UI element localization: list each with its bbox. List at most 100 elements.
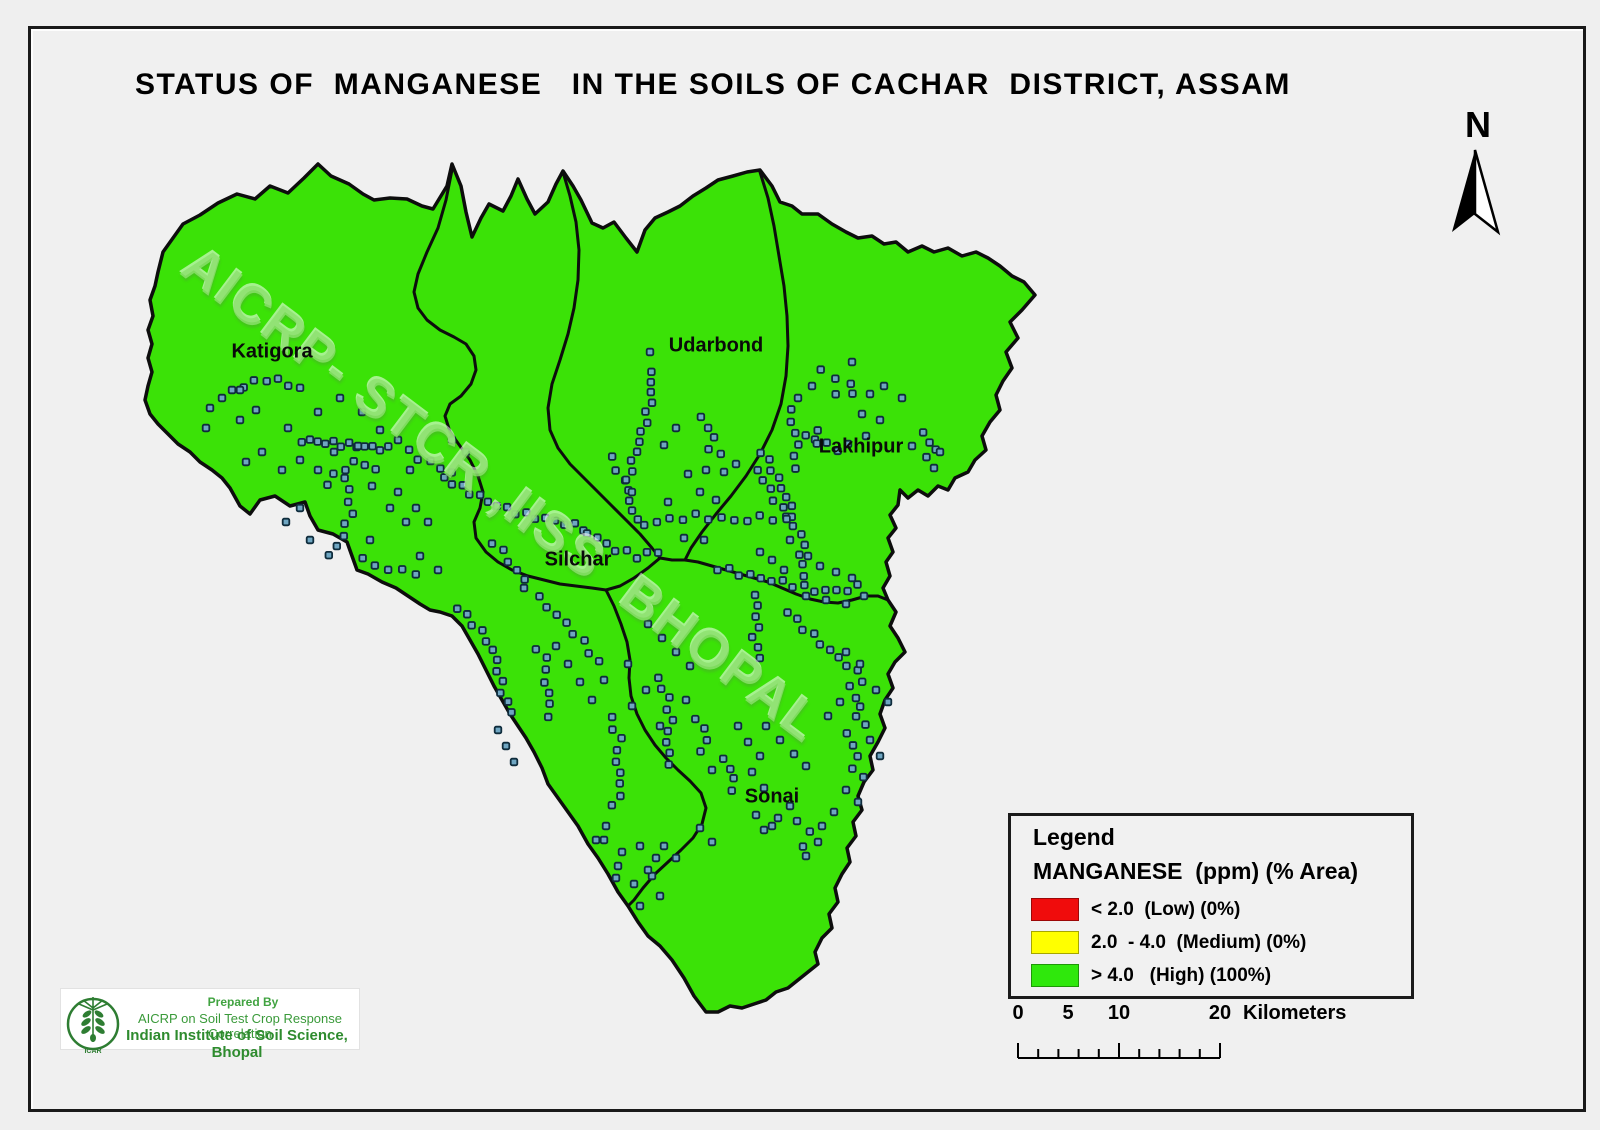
soil-sample-point xyxy=(360,460,369,470)
soil-sample-point xyxy=(781,492,791,502)
soil-sample-point xyxy=(841,647,851,657)
soil-sample-point xyxy=(368,442,377,451)
soil-sample-point xyxy=(696,747,705,756)
soil-sample-point xyxy=(925,438,934,447)
soil-sample-point xyxy=(753,643,763,652)
soil-sample-point xyxy=(522,508,531,517)
soil-sample-point xyxy=(753,465,762,475)
soil-sample-point xyxy=(277,465,287,475)
sample-points xyxy=(201,347,945,911)
soil-sample-point xyxy=(607,801,617,810)
soil-sample-point xyxy=(791,464,800,473)
soil-sample-point xyxy=(627,487,637,497)
soil-sample-point xyxy=(612,746,622,755)
soil-sample-point xyxy=(794,440,803,449)
scale-label: 20 xyxy=(1208,1002,1232,1024)
soil-sample-point xyxy=(810,587,819,596)
soil-sample-point xyxy=(755,547,765,557)
soil-sample-point xyxy=(635,901,645,911)
soil-sample-point xyxy=(358,553,367,563)
soil-sample-point xyxy=(750,590,760,600)
soil-sample-point xyxy=(822,438,831,447)
soil-sample-point xyxy=(599,835,609,845)
soil-sample-point xyxy=(845,681,854,691)
soil-sample-point xyxy=(227,385,237,395)
soil-sample-point xyxy=(787,501,797,511)
soil-sample-point xyxy=(273,374,283,383)
soil-sample-point xyxy=(323,480,332,490)
soil-sample-point xyxy=(833,446,842,456)
soil-sample-point xyxy=(440,473,449,482)
soil-sample-point xyxy=(496,688,505,698)
legend-label: 2.0 - 4.0 (Medium) (0%) xyxy=(1091,932,1307,953)
soil-sample-point xyxy=(719,754,728,763)
soil-sample-point xyxy=(447,480,457,489)
soil-sample-point xyxy=(654,673,663,683)
soil-sample-point xyxy=(879,381,889,391)
soil-sample-point xyxy=(611,466,620,475)
soil-sample-point xyxy=(716,449,725,459)
soil-sample-point xyxy=(817,821,827,831)
soil-sample-point xyxy=(584,649,593,658)
soil-sample-point xyxy=(813,837,823,847)
soil-sample-point xyxy=(734,571,743,580)
soil-sample-point xyxy=(787,405,796,414)
soil-sample-point xyxy=(699,535,709,545)
soil-sample-point xyxy=(329,436,338,446)
soil-sample-point xyxy=(758,476,767,485)
soil-sample-point xyxy=(530,514,540,524)
soil-sample-point xyxy=(773,813,783,823)
soil-sample-point xyxy=(313,437,322,446)
soil-sample-point xyxy=(855,702,865,711)
soil-sample-point xyxy=(520,575,529,584)
soil-sample-point xyxy=(295,503,305,513)
soil-sample-point xyxy=(785,535,795,545)
legend-label: > 4.0 (High) (100%) xyxy=(1091,965,1272,986)
soil-sample-point xyxy=(875,751,885,761)
soil-sample-point xyxy=(463,610,472,619)
soil-sample-point xyxy=(235,415,245,425)
soil-sample-point xyxy=(816,365,825,374)
soil-sample-point xyxy=(657,633,667,643)
soil-sample-point xyxy=(602,539,611,548)
soil-sample-point xyxy=(492,667,501,676)
soil-sample-point xyxy=(591,835,601,845)
soil-sample-point xyxy=(761,721,771,731)
soil-sample-point xyxy=(768,496,778,505)
soil-sample-point xyxy=(629,879,639,889)
soil-sample-point xyxy=(788,583,797,592)
soil-sample-point xyxy=(608,725,617,734)
soil-sample-point xyxy=(467,621,476,630)
soil-sample-point xyxy=(717,513,726,522)
soil-sample-point xyxy=(646,387,656,397)
soil-sample-point xyxy=(655,721,665,731)
soil-sample-point xyxy=(633,515,642,524)
icar-logo-caption: ICAR xyxy=(84,1048,102,1055)
soil-sample-point xyxy=(295,455,305,465)
soil-sample-point xyxy=(842,729,851,738)
soil-sample-point xyxy=(847,357,857,367)
soil-sample-point xyxy=(707,837,717,847)
soil-sample-point xyxy=(616,791,625,801)
soil-sample-point xyxy=(747,632,757,642)
soil-sample-point xyxy=(313,465,323,475)
soil-sample-point xyxy=(487,539,497,548)
soil-sample-point xyxy=(481,637,491,646)
soil-sample-point xyxy=(478,626,487,635)
legend-subtitle: MANGANESE (ppm) (% Area) xyxy=(1033,858,1358,884)
soil-sample-point xyxy=(859,591,869,601)
soil-sample-point xyxy=(616,768,625,777)
soil-sample-point xyxy=(704,515,713,524)
soil-sample-point xyxy=(810,629,819,638)
soil-sample-point xyxy=(725,563,734,573)
soil-sample-point xyxy=(823,711,833,721)
soil-sample-point xyxy=(848,389,857,398)
soil-sample-point xyxy=(767,576,776,586)
soil-sample-point xyxy=(853,752,862,761)
soil-sample-point xyxy=(935,447,945,457)
soil-sample-point xyxy=(340,519,349,528)
soil-sample-point xyxy=(542,653,552,662)
soil-sample-point xyxy=(329,447,339,457)
soil-sample-point xyxy=(383,565,393,574)
soil-sample-point xyxy=(751,810,761,820)
